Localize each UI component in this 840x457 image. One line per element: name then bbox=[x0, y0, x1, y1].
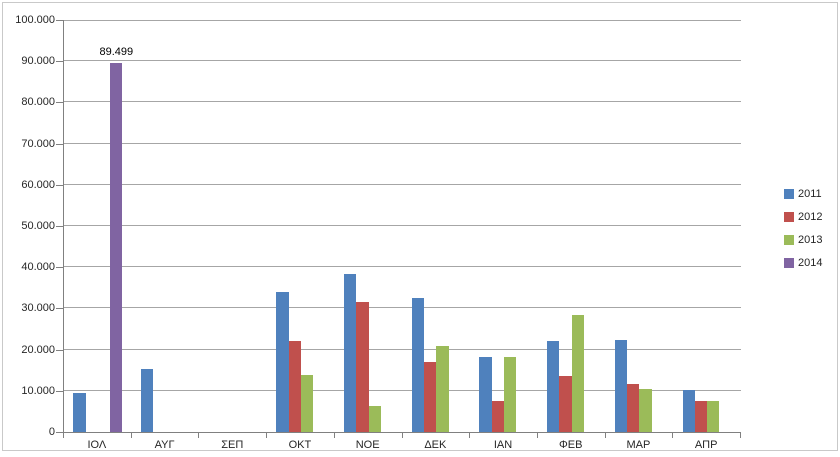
gridline bbox=[64, 266, 741, 268]
gridline bbox=[64, 101, 741, 103]
y-axis-tick-label: 80.000 bbox=[21, 96, 55, 109]
gridline bbox=[64, 142, 741, 144]
y-axis-tick bbox=[56, 61, 63, 63]
bar-2011-ΜΑΡ bbox=[614, 339, 628, 432]
legend-label: 2012 bbox=[798, 211, 823, 223]
bar-2011-ΑΠΡ bbox=[682, 390, 695, 432]
y-axis-tick-label: 90.000 bbox=[21, 55, 55, 68]
y-axis-tick-label: 30.000 bbox=[21, 302, 55, 315]
y-axis-tick bbox=[56, 267, 63, 269]
bar-2012-ΦΕΒ bbox=[559, 375, 572, 432]
y-axis-tick bbox=[56, 184, 63, 186]
legend-swatch-icon bbox=[784, 258, 794, 268]
bar-2013-ΟΚΤ bbox=[300, 374, 314, 432]
y-axis-tick bbox=[56, 390, 63, 392]
y-axis-tick-label: 40.000 bbox=[21, 261, 55, 274]
gridline bbox=[64, 307, 741, 309]
y-axis-tick bbox=[56, 432, 63, 433]
bar-2013-ΑΠΡ bbox=[707, 400, 720, 432]
y-axis-tick bbox=[56, 226, 63, 227]
gridline bbox=[64, 60, 741, 62]
x-axis-category-label: ΝΟΕ bbox=[355, 439, 380, 451]
x-axis-category-label: ΣΕΠ bbox=[221, 439, 244, 451]
y-axis-tick bbox=[56, 102, 63, 104]
y-axis-tick-label: 70.000 bbox=[21, 137, 55, 150]
gridline bbox=[64, 348, 741, 350]
legend-swatch-icon bbox=[784, 189, 794, 199]
x-axis-category-label: ΑΠΡ bbox=[694, 439, 718, 451]
legend-item-2013: 2013 bbox=[784, 233, 822, 247]
bar-2014-ΙΟΛ bbox=[110, 63, 123, 432]
y-axis-tick bbox=[56, 308, 63, 310]
y-axis-tick-label: 10.000 bbox=[21, 384, 55, 397]
bar-2012-ΜΑΡ bbox=[627, 383, 640, 432]
bar-2011-ΙΟΛ bbox=[73, 393, 86, 432]
legend-label: 2011 bbox=[798, 188, 822, 200]
x-axis-tick bbox=[333, 433, 335, 438]
bar-2013-ΦΕΒ bbox=[571, 314, 585, 432]
legend-item-2014: 2014 bbox=[784, 256, 822, 270]
x-axis-tick bbox=[198, 433, 200, 438]
x-axis-tick bbox=[469, 433, 471, 438]
bar-2013-ΜΑΡ bbox=[639, 389, 652, 432]
gridline bbox=[64, 183, 741, 185]
x-axis-category-label: ΑΥΓ bbox=[154, 439, 175, 451]
gridline bbox=[64, 225, 741, 226]
legend-item-2012: 2012 bbox=[784, 210, 822, 224]
bar-2011-ΟΚΤ bbox=[276, 291, 289, 432]
x-axis-tick bbox=[536, 433, 538, 438]
gridline bbox=[64, 389, 741, 391]
plot-area: 89.499 bbox=[63, 20, 741, 433]
bar-2011-ΦΕΒ bbox=[547, 340, 560, 432]
y-axis-tick-label: 0 bbox=[48, 426, 55, 438]
chart-border bbox=[2, 2, 838, 451]
x-axis-tick bbox=[740, 433, 741, 438]
bar-2013-ΔΕΚ bbox=[436, 345, 449, 432]
y-axis-tick bbox=[56, 20, 63, 21]
x-axis-category-label: ΟΚΤ bbox=[288, 439, 312, 451]
y-axis-tick bbox=[56, 143, 63, 145]
x-axis-category-label: ΔΕΚ bbox=[424, 439, 447, 451]
y-axis-tick-label: 20.000 bbox=[21, 343, 55, 356]
y-axis-tick-label: 100.000 bbox=[15, 14, 55, 26]
gridline bbox=[64, 20, 741, 21]
bar-2012-ΝΟΕ bbox=[356, 301, 369, 432]
legend-label: 2013 bbox=[798, 234, 823, 246]
x-axis-tick bbox=[401, 433, 403, 438]
x-axis-tick bbox=[604, 433, 606, 438]
bar-2012-ΟΚΤ bbox=[288, 341, 301, 432]
legend-swatch-icon bbox=[784, 212, 794, 222]
x-axis-tick bbox=[266, 433, 268, 438]
legend-label: 2014 bbox=[798, 257, 823, 269]
bar-data-label: 89.499 bbox=[99, 46, 134, 59]
x-axis-category-label: ΙΟΛ bbox=[87, 439, 107, 451]
bar-2013-ΝΟΕ bbox=[368, 406, 381, 432]
x-axis-category-label: ΙΑΝ bbox=[493, 439, 513, 451]
x-axis-tick bbox=[672, 433, 674, 438]
bar-2011-ΔΕΚ bbox=[411, 298, 425, 432]
legend-item-2011: 2011 bbox=[784, 187, 822, 201]
x-axis-tick bbox=[63, 433, 64, 438]
x-axis-category-label: ΜΑΡ bbox=[626, 439, 651, 451]
legend: 2011 2012 2013 2014 bbox=[784, 187, 822, 279]
bar-2011-ΙΑΝ bbox=[479, 357, 492, 432]
y-axis-tick bbox=[56, 349, 63, 351]
x-axis-tick bbox=[130, 433, 132, 438]
y-axis-tick-label: 50.000 bbox=[21, 220, 55, 232]
y-axis-tick-label: 60.000 bbox=[21, 178, 55, 191]
bar-2011-ΑΥΓ bbox=[140, 368, 154, 432]
bar-2013-ΙΑΝ bbox=[504, 356, 517, 432]
x-axis-category-label: ΦΕΒ bbox=[559, 439, 583, 451]
legend-swatch-icon bbox=[784, 235, 794, 245]
bar-2012-ΔΕΚ bbox=[424, 361, 437, 432]
bar-2012-ΙΑΝ bbox=[491, 400, 505, 432]
bar-2012-ΑΠΡ bbox=[694, 400, 708, 432]
bar-2011-ΝΟΕ bbox=[344, 274, 357, 432]
